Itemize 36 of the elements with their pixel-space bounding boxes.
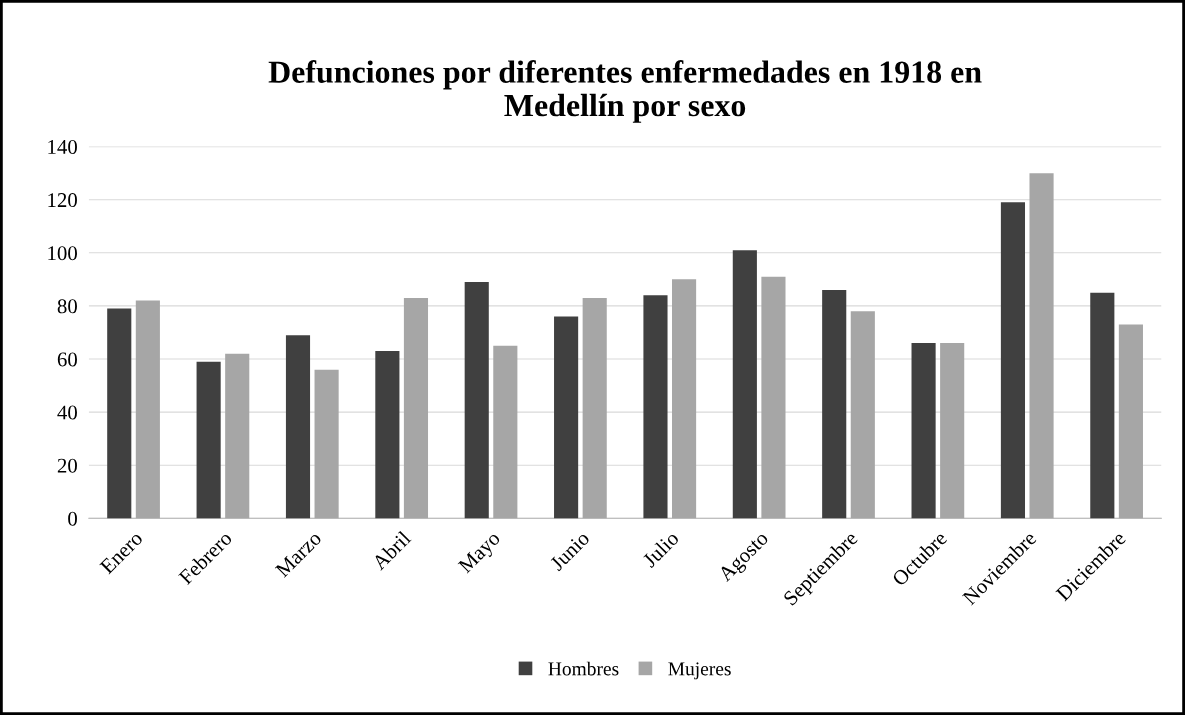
y-tick-label: 40 <box>57 405 77 420</box>
bar <box>493 345 518 519</box>
y-tick-label: 100 <box>48 246 77 261</box>
bar <box>940 343 965 519</box>
bar <box>196 361 221 519</box>
bar <box>1029 173 1054 519</box>
bar <box>582 297 607 519</box>
bar <box>314 369 339 519</box>
y-tick-label: 20 <box>57 458 77 473</box>
y-tick-label: 140 <box>48 139 77 155</box>
bar <box>107 308 132 519</box>
bar <box>135 300 160 519</box>
bar <box>1090 292 1115 519</box>
y-tick-label: 60 <box>57 352 77 367</box>
bar <box>761 276 786 519</box>
legend-label: Mujeres <box>668 662 731 680</box>
bar <box>850 311 875 519</box>
bar <box>1118 324 1143 519</box>
legend-label: Hombres <box>548 661 619 676</box>
bar <box>643 295 668 519</box>
bar <box>225 353 250 519</box>
bar <box>464 282 489 519</box>
x-tick-label: Julio <box>641 530 680 569</box>
bar <box>285 335 311 519</box>
y-tick-label: 0 <box>68 511 77 526</box>
bar <box>375 351 400 519</box>
bar <box>672 279 697 519</box>
bar <box>732 250 757 519</box>
y-tick-label: 120 <box>48 193 77 208</box>
chart-title: Defunciones por diferentes enfermedades en 1918 en Medellín por sexo <box>268 60 982 123</box>
y-tick-label: 80 <box>57 299 77 314</box>
bar <box>1000 202 1026 519</box>
bar <box>403 297 429 519</box>
bar <box>554 316 579 519</box>
bar <box>911 343 936 519</box>
bar <box>822 289 847 519</box>
